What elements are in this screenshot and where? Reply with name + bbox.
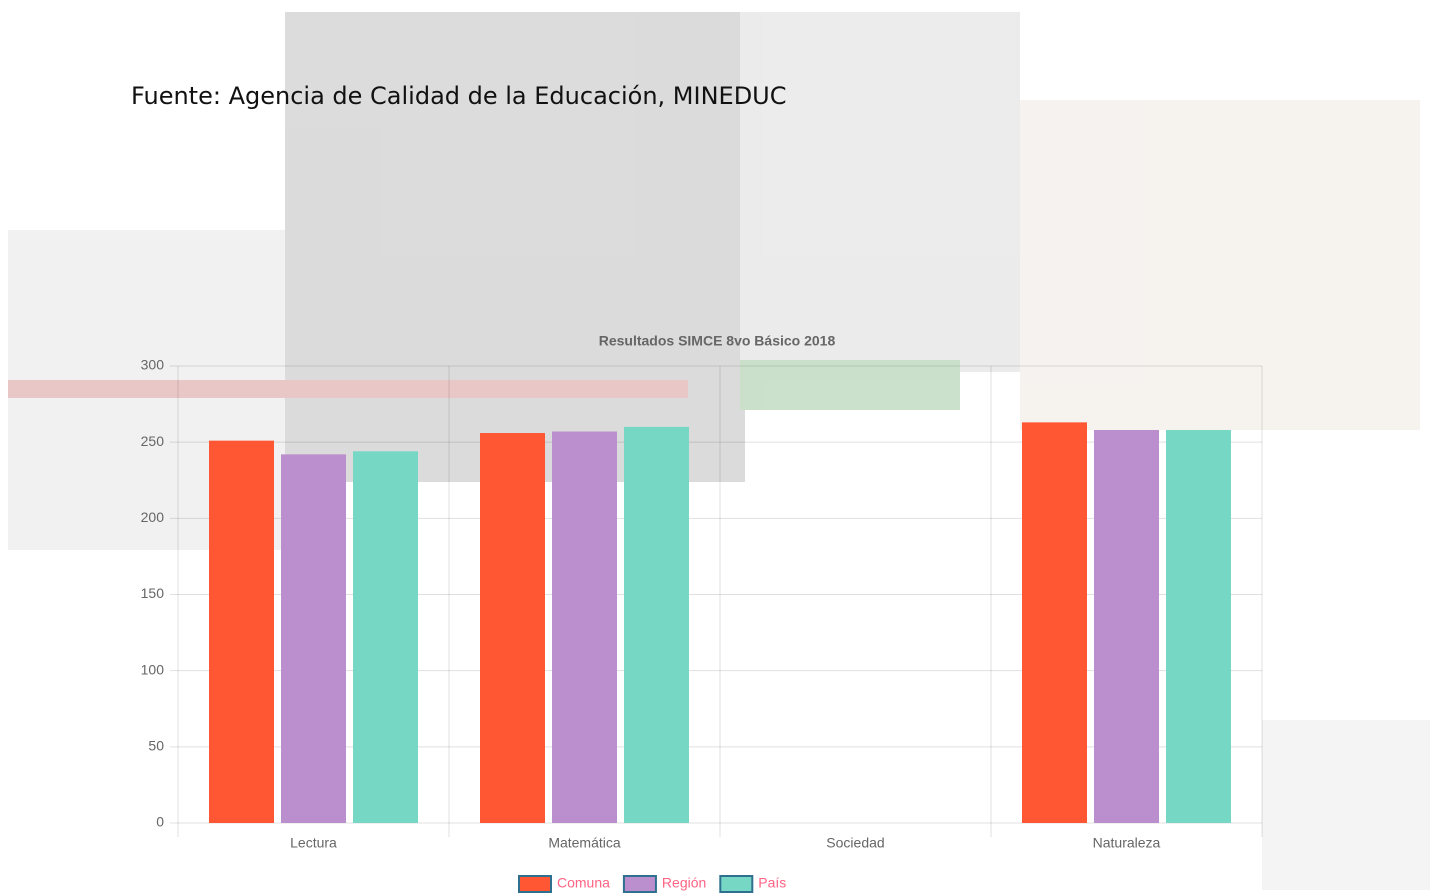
x-tick-label: Naturaleza <box>1093 835 1161 851</box>
y-tick-label: 300 <box>141 357 165 373</box>
bar <box>1022 422 1087 823</box>
bar <box>1094 429 1159 823</box>
y-tick-label: 100 <box>141 661 165 677</box>
y-tick-label: 250 <box>141 433 165 449</box>
legend-swatch <box>622 875 657 893</box>
legend-label: Comuna <box>557 875 610 891</box>
bar <box>209 440 274 823</box>
legend-swatch <box>518 875 552 893</box>
bar <box>480 433 545 823</box>
y-tick-label: 150 <box>141 585 165 601</box>
bar <box>552 431 617 823</box>
source-note: Fuente: Agencia de Calidad de la Educaci… <box>131 82 787 110</box>
bar <box>624 426 689 823</box>
x-tick-label: Sociedad <box>826 835 884 851</box>
y-tick-label: 50 <box>148 738 164 754</box>
bar <box>1166 429 1231 823</box>
x-tick-label: Matemática <box>548 835 621 851</box>
y-tick-label: 200 <box>141 509 165 525</box>
x-tick-label: Lectura <box>290 835 337 851</box>
chart-title: Resultados SIMCE 8vo Básico 2018 <box>599 333 836 349</box>
legend-label: País <box>758 875 786 891</box>
y-tick-label: 0 <box>156 814 164 830</box>
legend-label: Región <box>662 875 706 891</box>
bar <box>281 454 346 823</box>
background-photo <box>8 12 1430 890</box>
legend-swatch <box>719 875 754 893</box>
bar <box>353 451 418 823</box>
